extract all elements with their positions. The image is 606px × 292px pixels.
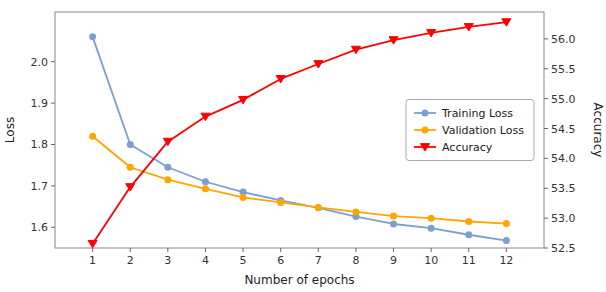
data-point [503,220,510,227]
y-tick-label: 1.9 [31,97,49,110]
x-tick-label: 11 [462,254,476,267]
data-point [239,96,248,103]
data-point [164,176,171,183]
x-tick-label: 6 [277,254,284,267]
y2-tick-label: 54.0 [551,152,576,165]
x-tick-label: 1 [89,254,96,267]
data-point [315,204,322,211]
data-point [503,237,510,244]
data-point [502,19,511,26]
x-tick [243,248,244,252]
y2-axis-label: Accuracy [591,103,605,158]
data-point [127,164,134,171]
y-tick [51,144,55,145]
y-tick [51,61,55,62]
data-point [240,194,247,201]
y2-tick [544,248,548,249]
legend-marker [421,144,430,151]
data-point [351,46,360,53]
series-line [93,136,507,223]
legend-box [406,100,534,161]
y-tick-label: 1.6 [31,221,49,234]
data-point [88,240,97,247]
data-point [390,220,397,227]
legend: Training Loss Validation Loss Accuracy [406,100,534,161]
y2-tick [544,188,548,189]
x-tick [130,248,131,252]
y2-tick-label: 54.5 [551,123,576,136]
x-tick-label: 12 [499,254,513,267]
x-tick-label: 4 [202,254,209,267]
y2-tick-label: 53.0 [551,212,576,225]
y-tick-label: 1.8 [31,138,49,151]
data-point [126,184,135,191]
data-point [314,61,323,68]
data-point [427,30,436,37]
y2-tick [544,218,548,219]
data-point [428,215,435,222]
data-point [277,199,284,206]
y-tick [51,103,55,104]
data-point [202,178,209,185]
x-tick [92,248,93,252]
y-tick-label: 2.0 [31,56,49,69]
data-point [389,37,398,44]
y2-tick-label: 55.0 [551,93,576,106]
x-tick [355,248,356,252]
data-point [202,185,209,192]
x-tick [393,248,394,252]
legend-label: Validation Loss [442,124,524,137]
x-axis-label: Number of epochs [244,273,354,287]
legend-label: Accuracy [442,141,493,154]
data-point [89,33,96,40]
y2-tick-label: 52.5 [551,242,576,255]
y2-tick-label: 55.5 [551,63,576,76]
data-point [127,141,134,148]
x-tick [280,248,281,252]
data-point [465,231,472,238]
x-tick [205,248,206,252]
y-axis-label: Loss [3,117,17,143]
y2-tick-label: 56.0 [551,33,576,46]
x-tick-label: 3 [164,254,171,267]
y-tick [51,227,55,228]
x-tick-label: 9 [390,254,397,267]
y2-tick [544,68,548,69]
y2-tick [544,98,548,99]
data-point [464,24,473,31]
x-tick [468,248,469,252]
data-point [276,76,285,83]
x-tick [167,248,168,252]
y-tick [51,185,55,186]
data-point [465,218,472,225]
y2-tick [544,158,548,159]
data-point [201,113,210,120]
y2-tick [544,128,548,129]
x-tick [318,248,319,252]
data-point [428,225,435,232]
x-tick [431,248,432,252]
y2-tick-label: 53.5 [551,182,576,195]
plot-frame [55,12,544,248]
y-tick-label: 1.7 [31,180,49,193]
x-tick-label: 10 [424,254,438,267]
x-tick-label: 8 [352,254,359,267]
data-point [163,138,172,145]
data-point [89,133,96,140]
data-point [164,164,171,171]
data-point [352,208,359,215]
data-point [315,204,322,211]
legend-marker [422,110,429,117]
x-tick-label: 5 [240,254,247,267]
x-tick-label: 2 [127,254,134,267]
x-tick [506,248,507,252]
legend-marker [422,127,429,134]
x-tick-label: 7 [315,254,322,267]
y2-tick [544,38,548,39]
data-point [390,213,397,220]
chart: 1234567891011121.61.71.81.92.052.553.053… [0,0,606,292]
legend-label: Training Loss [441,107,513,120]
